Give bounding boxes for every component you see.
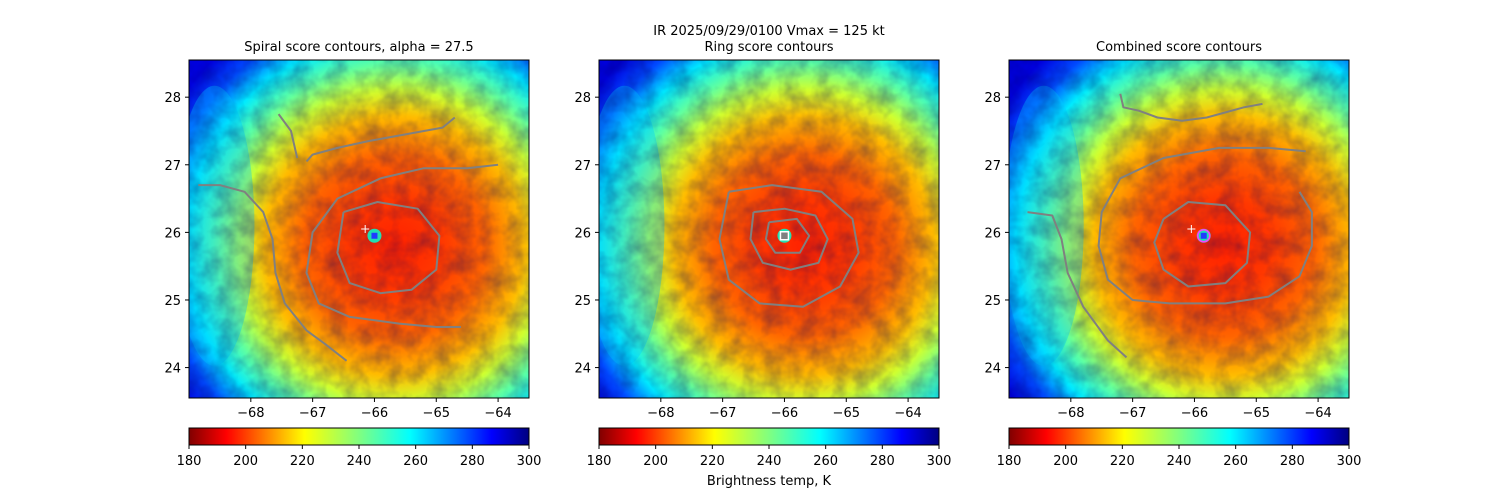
y-tick-label: 28 (984, 91, 1001, 106)
x-tick-label: −67 (1119, 406, 1146, 421)
y-tick-label: 24 (574, 362, 591, 377)
panel-3: Combined score contours −68 −67 −66 −65 −64 24… (984, 40, 1361, 469)
y-tick-label: 27 (164, 159, 181, 174)
score-contour-4 (305, 163, 499, 328)
colorbar-tick-label: 240 (347, 454, 372, 469)
score-contour-3 (764, 217, 811, 254)
x-tick-label: −66 (771, 406, 798, 421)
x-tick-label: −68 (237, 406, 264, 421)
colorbar-tick-label: 180 (997, 454, 1022, 469)
y-tick-label: 25 (164, 294, 181, 309)
axes-frame (188, 59, 530, 399)
colorbar-gradient (188, 427, 530, 446)
y-tick-label: 24 (984, 362, 1001, 377)
x-tick-label: −65 (833, 406, 860, 421)
x-tick-label: −67 (709, 406, 736, 421)
score-contour-1 (718, 184, 860, 308)
colorbar-tick-label: 260 (813, 454, 838, 469)
x-tick-label: −68 (647, 406, 674, 421)
colorbar-tick-label: 280 (870, 454, 895, 469)
panel-1: Spiral score contours, alpha = 27.5 −68 −6… (164, 40, 541, 469)
colorbar-tick-label: 300 (1337, 454, 1362, 469)
satellite-ir-image (189, 60, 529, 398)
center-ring-marker (1196, 229, 1211, 243)
panel-title: Combined score contours (1096, 40, 1262, 55)
score-contour-4 (1027, 211, 1128, 359)
colorbar-tick-label: 220 (290, 454, 315, 469)
y-tick-label: 24 (164, 362, 181, 377)
colorbar-tick-label: 300 (927, 454, 952, 469)
colorbar-tick-label: 260 (403, 454, 428, 469)
panel-2: Ring score contours −68 −67 −66 −65 −64 24 25 26… (574, 40, 951, 469)
colorbar-tick-label: 220 (1110, 454, 1135, 469)
score-contour-1 (1119, 93, 1263, 122)
colorbar-tick-label: 280 (1280, 454, 1305, 469)
score-contour-2 (749, 207, 829, 271)
y-tick-label: 26 (984, 226, 1001, 241)
colorbar-tick-label: 280 (460, 454, 485, 469)
colorbar: 180 200 220 240 260 280 300 (177, 427, 542, 469)
x-tick-label: −66 (1181, 406, 1208, 421)
score-contour-5 (336, 201, 441, 295)
score-contour-2 (1097, 146, 1313, 305)
y-tick-label: 27 (574, 159, 591, 174)
colorbar-tick-label: 300 (517, 454, 542, 469)
x-tick-label: −64 (894, 406, 921, 421)
x-tick-label: −68 (1057, 406, 1084, 421)
y-tick-label: 25 (984, 294, 1001, 309)
first-guess-cross-icon (1187, 225, 1196, 233)
figure-suptitle: IR 2025/09/29/0100 Vmax = 125 kt (653, 24, 884, 39)
colorbar-gradient (598, 427, 940, 446)
axes-frame (1008, 59, 1350, 399)
colorbar-label: Brightness temp, K (707, 474, 832, 489)
satellite-ir-image (1009, 60, 1349, 398)
x-tick-label: −64 (1304, 406, 1331, 421)
score-contour-1 (305, 116, 456, 163)
center-dot-marker (371, 232, 378, 239)
colorbar-tick-label: 180 (587, 454, 612, 469)
axes-frame (598, 59, 940, 399)
colorbar-tick-label: 220 (700, 454, 725, 469)
colorbar-tick-label: 260 (1223, 454, 1248, 469)
y-tick-label: 27 (984, 159, 1001, 174)
colorbar: 180 200 220 240 260 280 300 (997, 427, 1362, 469)
colorbar-tick-label: 240 (757, 454, 782, 469)
x-tick-label: −65 (1243, 406, 1270, 421)
satellite-ir-image (599, 60, 939, 398)
colorbar: 180 200 220 240 260 280 300 (587, 427, 952, 469)
y-tick-label: 28 (164, 91, 181, 106)
y-tick-label: 26 (164, 226, 181, 241)
colorbar-tick-label: 240 (1167, 454, 1192, 469)
x-tick-label: −65 (423, 406, 450, 421)
x-tick-label: −66 (361, 406, 388, 421)
y-tick-label: 28 (574, 91, 591, 106)
colorbar-tick-label: 180 (177, 454, 202, 469)
y-tick-label: 26 (574, 226, 591, 241)
panel-title: Ring score contours (704, 40, 833, 55)
colorbar-tick-label: 200 (643, 454, 668, 469)
colorbar-tick-label: 200 (233, 454, 258, 469)
y-tick-label: 25 (574, 294, 591, 309)
center-box-marker (779, 231, 790, 241)
score-contour-3 (198, 184, 348, 362)
colorbar-gradient (1008, 427, 1350, 446)
first-guess-cross-icon (361, 225, 370, 233)
x-tick-label: −67 (299, 406, 326, 421)
center-dot-marker (1200, 232, 1207, 239)
score-contour-2 (277, 113, 299, 159)
panel-title: Spiral score contours, alpha = 27.5 (244, 40, 473, 55)
score-contour-3 (1153, 201, 1252, 288)
x-tick-label: −64 (484, 406, 511, 421)
colorbar-tick-label: 200 (1053, 454, 1078, 469)
